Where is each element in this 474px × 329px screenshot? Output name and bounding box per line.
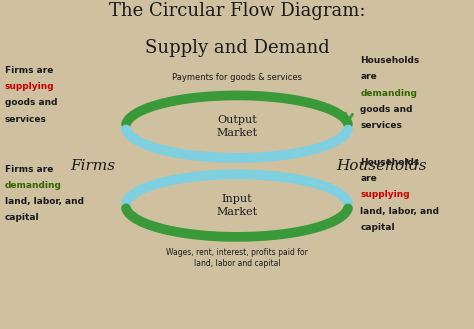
Text: goods and: goods and	[360, 105, 413, 114]
Text: goods and: goods and	[5, 98, 57, 107]
Text: land, labor, and: land, labor, and	[5, 197, 84, 206]
Text: demanding: demanding	[5, 181, 62, 190]
Text: Firms are: Firms are	[5, 164, 53, 173]
Text: Firms: Firms	[70, 159, 115, 173]
Text: demanding: demanding	[360, 89, 417, 97]
Text: The Circular Flow Diagram:: The Circular Flow Diagram:	[109, 2, 365, 20]
Text: Supply and Demand: Supply and Demand	[145, 39, 329, 58]
Text: Firms are: Firms are	[5, 66, 53, 75]
Text: land, labor, and: land, labor, and	[360, 207, 439, 216]
Text: are: are	[360, 174, 377, 183]
Text: Output
Market: Output Market	[217, 115, 257, 138]
Text: Households: Households	[360, 158, 419, 167]
Text: are: are	[360, 72, 377, 81]
Text: supplying: supplying	[5, 82, 55, 91]
Text: Input
Market: Input Market	[217, 194, 257, 217]
Text: Households: Households	[360, 56, 419, 65]
Text: Households: Households	[336, 159, 427, 173]
Text: Wages, rent, interest, profits paid for
land, labor and capital: Wages, rent, interest, profits paid for …	[166, 248, 308, 268]
Text: supplying: supplying	[360, 190, 410, 199]
Text: capital: capital	[5, 214, 39, 222]
Text: capital: capital	[360, 223, 395, 232]
Text: Payments for goods & services: Payments for goods & services	[172, 73, 302, 82]
Text: services: services	[360, 121, 402, 130]
Text: services: services	[5, 115, 46, 124]
